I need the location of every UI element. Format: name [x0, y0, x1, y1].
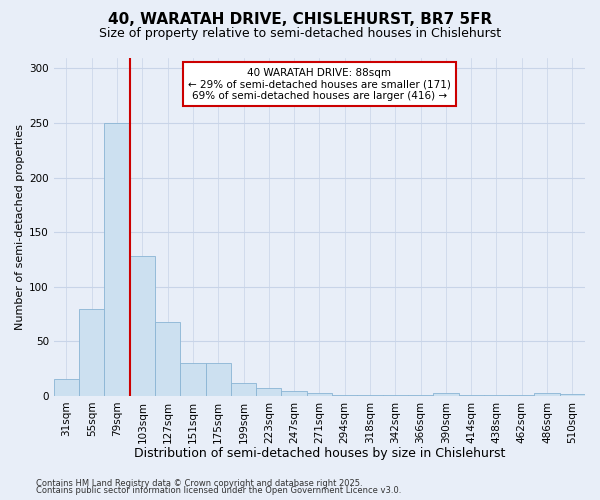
- Bar: [231, 382, 256, 396]
- Text: 40, WARATAH DRIVE, CHISLEHURST, BR7 5FR: 40, WARATAH DRIVE, CHISLEHURST, BR7 5FR: [108, 12, 492, 28]
- Bar: [358, 395, 383, 396]
- Bar: [433, 392, 458, 396]
- Bar: [458, 395, 484, 396]
- Bar: [256, 388, 281, 396]
- Bar: [206, 363, 231, 396]
- Bar: [130, 256, 155, 396]
- Bar: [484, 395, 509, 396]
- Bar: [383, 395, 408, 396]
- Text: Contains public sector information licensed under the Open Government Licence v3: Contains public sector information licen…: [36, 486, 401, 495]
- Text: Contains HM Land Registry data © Crown copyright and database right 2025.: Contains HM Land Registry data © Crown c…: [36, 478, 362, 488]
- Bar: [535, 392, 560, 396]
- Bar: [332, 395, 358, 396]
- Text: Size of property relative to semi-detached houses in Chislehurst: Size of property relative to semi-detach…: [99, 28, 501, 40]
- Bar: [281, 392, 307, 396]
- Bar: [54, 380, 79, 396]
- Bar: [509, 395, 535, 396]
- Bar: [155, 322, 180, 396]
- Text: 40 WARATAH DRIVE: 88sqm
← 29% of semi-detached houses are smaller (171)
69% of s: 40 WARATAH DRIVE: 88sqm ← 29% of semi-de…: [188, 68, 451, 101]
- Bar: [307, 392, 332, 396]
- Bar: [180, 363, 206, 396]
- Bar: [560, 394, 585, 396]
- Bar: [408, 395, 433, 396]
- Bar: [79, 308, 104, 396]
- Y-axis label: Number of semi-detached properties: Number of semi-detached properties: [15, 124, 25, 330]
- X-axis label: Distribution of semi-detached houses by size in Chislehurst: Distribution of semi-detached houses by …: [134, 447, 505, 460]
- Bar: [104, 123, 130, 396]
